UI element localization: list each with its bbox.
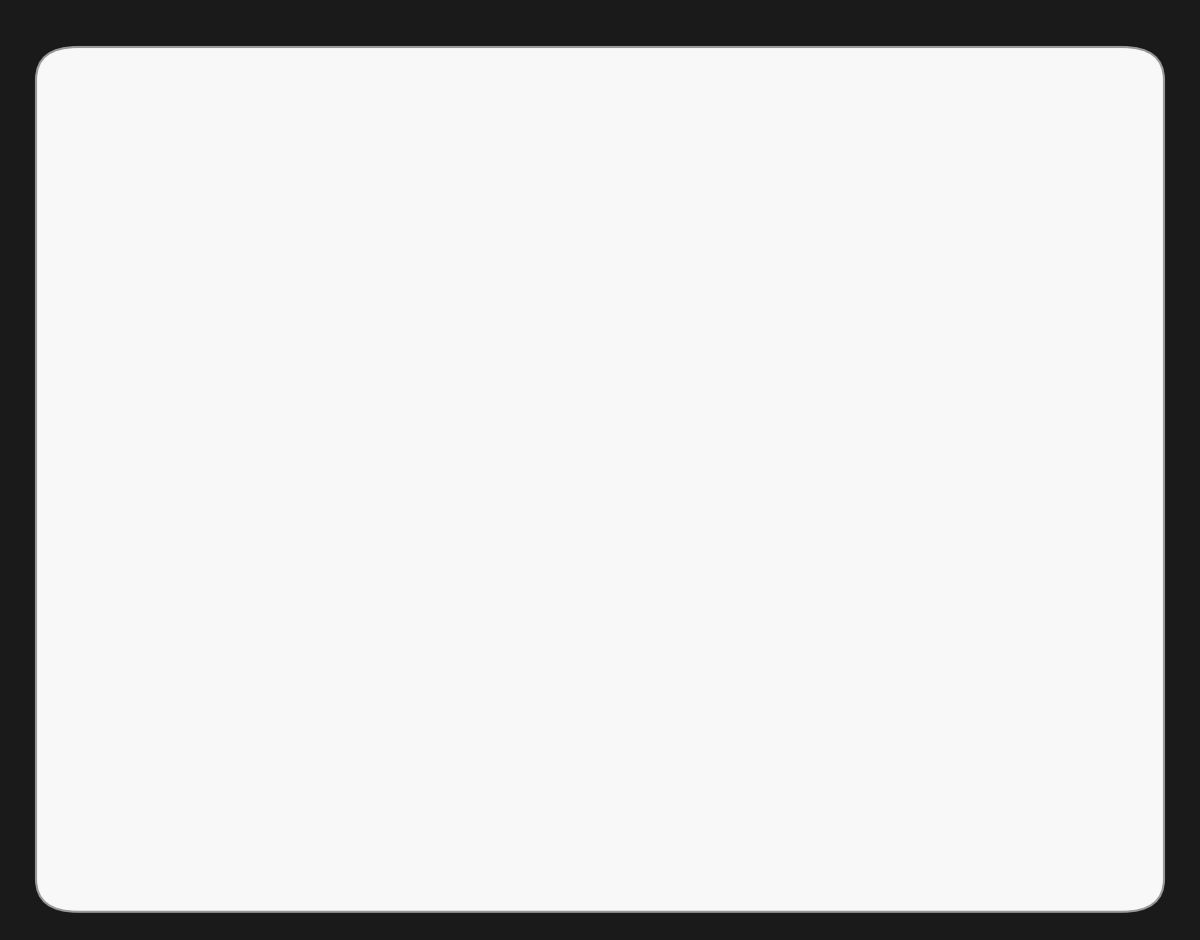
Text: input and output.: input and output. bbox=[138, 564, 452, 595]
Text: Used to amplify low level signals.: Used to amplify low level signals. bbox=[138, 794, 666, 825]
Text: Applications of Isolation Techniques: Applications of Isolation Techniques bbox=[102, 127, 1118, 181]
Text: They break the ohmic continuity of electrical signals between: They break the ohmic continuity of elect… bbox=[138, 494, 1114, 525]
Text: output stages.: output stages. bbox=[138, 714, 403, 745]
Text: Isolated power supplies are provided for both the input and: Isolated power supplies are provided for… bbox=[138, 644, 1082, 675]
Text: electrical safety barrier.: electrical safety barrier. bbox=[138, 334, 557, 365]
Text: Isolation amplifiers provide electrical isolation and an: Isolation amplifiers provide electrical … bbox=[138, 263, 991, 294]
Text: They protect the patients from leakage currents.: They protect the patients from leakage c… bbox=[138, 414, 910, 445]
